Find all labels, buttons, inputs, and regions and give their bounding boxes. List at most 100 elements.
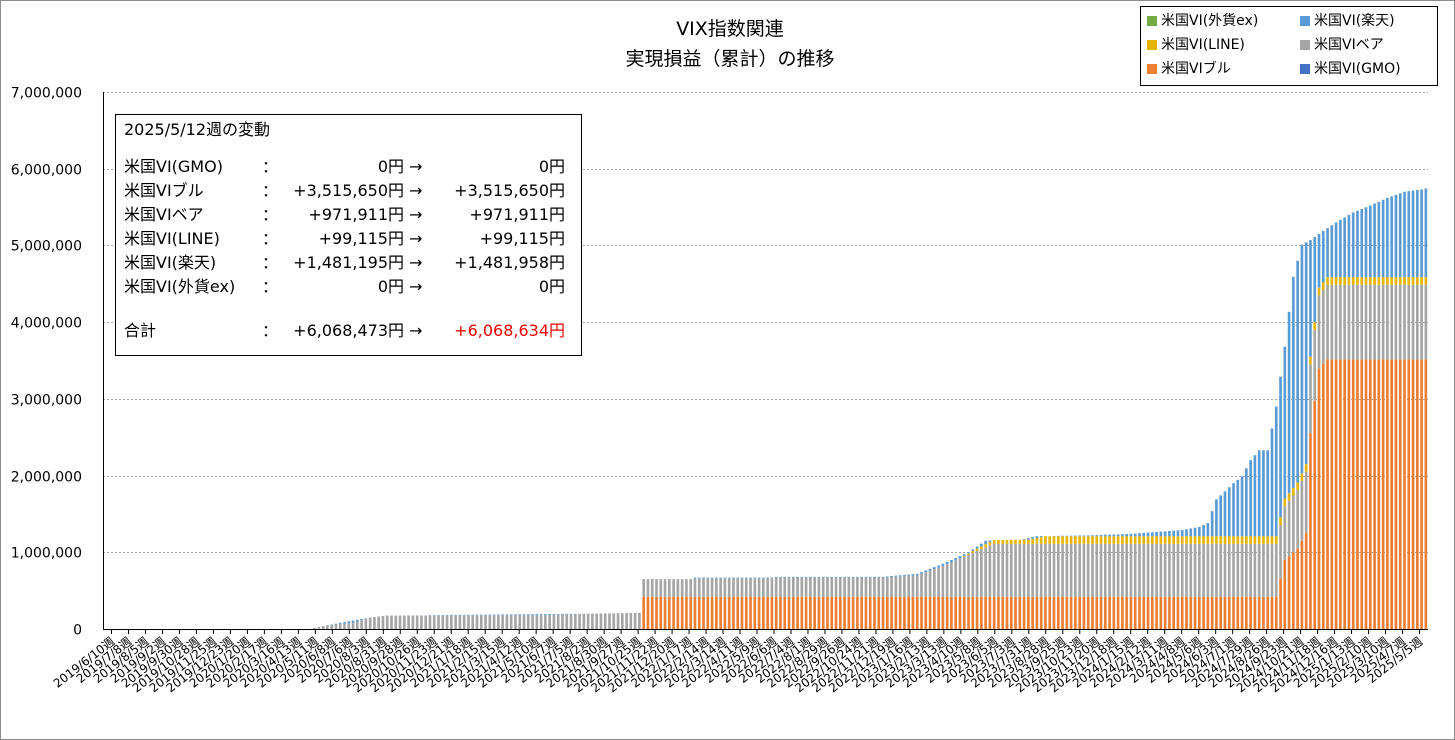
bar-segment-bull: [1296, 548, 1299, 629]
bar-segment-bull: [881, 596, 885, 629]
bar-segment-bear: [1232, 543, 1235, 597]
bar-segment-bull: [697, 596, 701, 629]
bar-segment-bear: [458, 615, 462, 629]
bar-segment-bear: [787, 577, 791, 597]
info-arrow: →: [409, 253, 423, 272]
chart-title-line2: 実現損益（累計）の推移: [625, 48, 835, 70]
info-arrow: →: [409, 277, 423, 296]
bar-segment-bull: [937, 596, 940, 629]
bar-segment-bull: [1292, 552, 1295, 629]
bar-segment-bull: [642, 596, 646, 629]
bar-segment-bear: [1189, 543, 1193, 597]
bar-segment-line: [1142, 536, 1146, 544]
bar-segment-bear: [774, 577, 778, 597]
legend-item-gmo: 米国VI(GMO): [1300, 60, 1401, 78]
bar-segment-bear: [1347, 284, 1351, 360]
bar-segment-bull: [1219, 596, 1223, 629]
bar-segment-bear: [1219, 543, 1223, 597]
bar-segment-bear: [1304, 471, 1308, 534]
bar-segment-bull: [749, 596, 752, 629]
bar-segment-rakuten: [458, 614, 462, 616]
bar-segment-bull: [1304, 533, 1308, 629]
bar-segment-bear: [1343, 284, 1346, 360]
bar-segment-rakuten: [1321, 231, 1325, 283]
bar-segment-rakuten: [556, 613, 560, 615]
bar-segment-rakuten: [497, 614, 500, 616]
bar-segment-bear: [1048, 543, 1052, 597]
bar-segment-bear: [432, 615, 436, 629]
bar-segment-bear: [685, 579, 688, 597]
bar-segment-bear: [1210, 543, 1214, 597]
bar-segment-bear: [971, 552, 975, 597]
bar-segment-line: [1403, 277, 1406, 285]
bar-segment-rakuten: [980, 543, 983, 547]
bar-segment-bull: [1103, 596, 1107, 629]
info-arrow: →: [409, 157, 423, 176]
bar-segment-bear: [1360, 284, 1364, 360]
bar-segment-rakuten: [719, 577, 722, 579]
info-row-name: 米国VI(楽天): [124, 253, 217, 272]
legend-item-fx-ex: 米国VI(外貨ex): [1147, 12, 1258, 30]
bar-segment-rakuten: [355, 619, 359, 622]
bar-segment-bear: [1044, 543, 1047, 597]
bar-segment-rakuten: [967, 552, 970, 554]
bar-segment-line: [1031, 538, 1034, 544]
bar-segment-rakuten: [715, 577, 718, 579]
bar-segment-rakuten: [1403, 191, 1406, 278]
bar-segment-line: [1232, 536, 1235, 544]
bar-segment-bear: [313, 628, 316, 629]
bar-segment-rakuten: [1099, 534, 1103, 537]
bar-segment-rakuten: [1193, 527, 1197, 537]
legend-label: 米国VI(GMO): [1314, 61, 1401, 77]
bar-segment-line: [1044, 536, 1047, 544]
bar-segment-rakuten: [1309, 240, 1312, 357]
bar-segment-bear: [702, 578, 705, 597]
bar-segment-bear: [907, 575, 911, 597]
bar-segment-bull: [663, 596, 667, 629]
bar-segment-bear: [783, 577, 787, 597]
bar-segment-bull: [1027, 596, 1030, 629]
bar-segment-rakuten: [907, 574, 911, 576]
bar-segment-bull: [1364, 359, 1368, 629]
bar-segment-rakuten: [873, 576, 876, 578]
legend-swatch: [1147, 40, 1157, 50]
bar-segment-bear: [1138, 543, 1141, 597]
bar-segment-bear: [719, 578, 722, 597]
bar-segment-bull: [1172, 596, 1176, 629]
bar-segment-line: [1018, 539, 1022, 544]
bar-segment-rakuten: [903, 574, 906, 577]
bar-segment-bear: [1193, 543, 1197, 597]
bar-segment-bear: [411, 615, 415, 629]
bar-segment-bear: [377, 616, 381, 629]
bar-segment-rakuten: [988, 540, 992, 543]
y-tick-label: 7,000,000: [11, 86, 82, 102]
bar-segment-bull: [1180, 596, 1184, 629]
bar-segment-bear: [1262, 543, 1265, 597]
bar-segment-rakuten: [1351, 212, 1355, 278]
bar-segment-line: [1150, 536, 1154, 544]
bar-segment-bear: [744, 578, 748, 597]
bar-segment-bull: [907, 596, 911, 629]
bar-segment-line: [1300, 473, 1304, 481]
bar-segment-bull: [727, 596, 731, 629]
bar-segment-rakuten: [1133, 533, 1137, 537]
bar-segment-bear: [625, 613, 628, 629]
bar-segment-bull: [770, 596, 774, 629]
bar-segment-rakuten: [505, 614, 509, 616]
bar-segment-bear: [727, 578, 731, 597]
bar-segment-bear: [668, 579, 671, 597]
bar-segment-rakuten: [1116, 534, 1120, 537]
bar-segment-line: [988, 542, 992, 546]
bar-segment-rakuten: [1210, 511, 1214, 537]
info-row-to: +3,515,650円: [454, 181, 565, 200]
bar-segment-bull: [997, 596, 1000, 629]
bar-segment-rakuten: [338, 622, 342, 625]
bar-segment-rakuten: [984, 540, 987, 545]
bar-segment-bull: [945, 596, 949, 629]
bar-segment-bull: [1227, 596, 1231, 629]
bar-segment-bull: [1262, 596, 1265, 629]
bar-segment-line: [1257, 536, 1261, 544]
bar-segment-bull: [1005, 596, 1009, 629]
bar-segment-bear: [1317, 295, 1321, 369]
bar-segment-rakuten: [851, 576, 855, 578]
